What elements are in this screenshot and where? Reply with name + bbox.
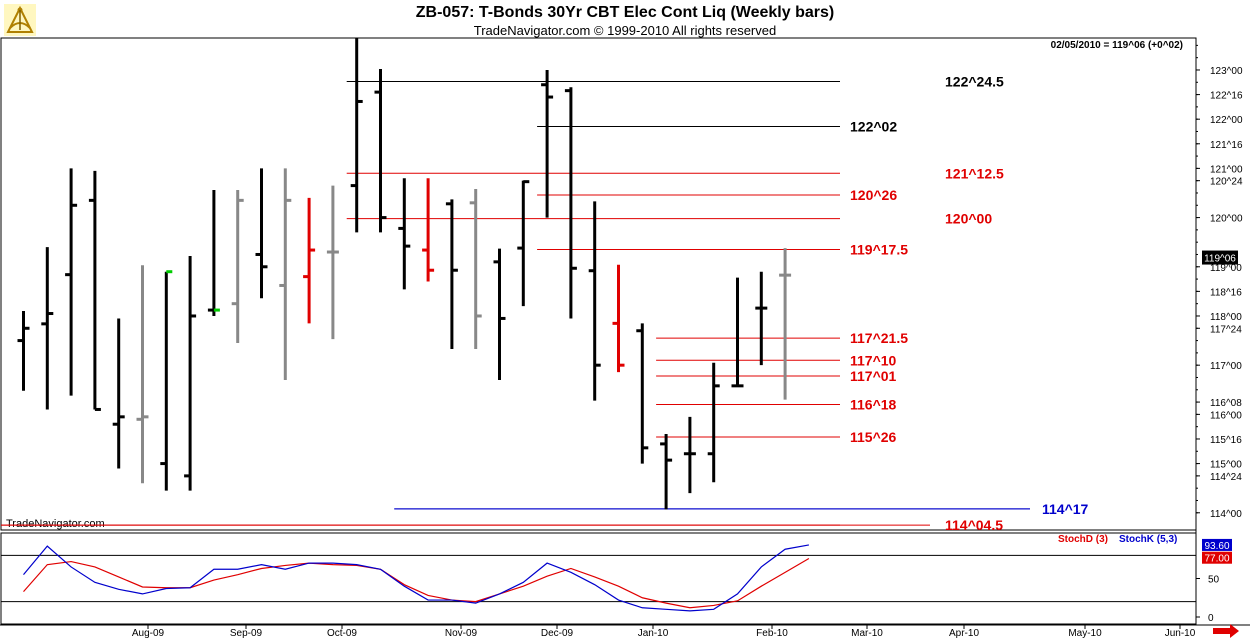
ohlc-bar <box>731 277 744 388</box>
time-tick-label: Aug-09 <box>132 628 165 639</box>
level-label: 121^12.5 <box>945 165 1004 181</box>
chart-header: ZB-057: T-Bonds 30Yr CBT Elec Cont Liq (… <box>0 0 1250 40</box>
copyright-subtitle: TradeNavigator.com © 1999-2010 All right… <box>473 23 777 38</box>
ohlc-bar <box>564 87 577 319</box>
time-tick-label: Sep-09 <box>230 628 263 639</box>
level-label: 122^24.5 <box>945 74 1004 90</box>
price-tick-label: 116^08 <box>1210 398 1242 409</box>
stochastic-tick-label: 0 <box>1208 613 1214 624</box>
ohlc-bar <box>422 178 435 282</box>
ohlc-bar <box>231 190 244 344</box>
ohlc-bar <box>303 197 316 324</box>
ohlc-bar <box>683 416 696 494</box>
price-tick-label: 122^16 <box>1210 91 1243 102</box>
time-tick-label: Feb-10 <box>756 628 788 639</box>
level-label: 119^17.5 <box>850 242 908 258</box>
level-label: 117^21.5 <box>850 330 908 346</box>
price-tick-label: 123^00 <box>1210 66 1243 77</box>
level-label: 114^04.5 <box>945 517 1003 533</box>
price-tick-label: 114^00 <box>1210 509 1242 520</box>
level-label: 114^17 <box>1042 501 1089 517</box>
ohlc-bar <box>184 255 197 491</box>
current-price-tag <box>1202 250 1238 265</box>
stochK-legend: StochK (5,3) <box>1119 534 1177 545</box>
price-panel-frame <box>0 37 1197 531</box>
time-tick-label: Apr-10 <box>949 628 979 639</box>
sextant-icon <box>4 4 36 36</box>
price-tick-label: 120^24 <box>1210 177 1243 188</box>
ohlc-bar <box>469 189 482 349</box>
ohlc-bar <box>279 168 292 380</box>
ohlc-bar <box>398 178 411 290</box>
ohlc-bar <box>41 247 54 410</box>
time-tick-label: Mar-10 <box>851 628 883 639</box>
ohlc-bar <box>17 311 30 391</box>
level-label: 117^01 <box>850 368 897 384</box>
level-label: 120^00 <box>945 211 992 227</box>
ohlc-bar <box>707 362 720 483</box>
ohlc-bar <box>350 38 363 233</box>
current-price-label: 119^06 <box>1204 254 1236 265</box>
ohlc-bar <box>493 248 506 380</box>
watermark-text: TradeNavigator.com <box>6 518 105 530</box>
ohlc-bar <box>65 168 78 396</box>
price-tick-label: 115^00 <box>1210 460 1242 471</box>
level-label: 120^26 <box>850 187 897 203</box>
ohlc-bar <box>660 434 673 510</box>
level-label: 115^26 <box>850 429 897 445</box>
time-tick-label: Nov-09 <box>445 628 478 639</box>
ohlc-bar <box>588 201 601 401</box>
stochK-value: 93.60 <box>1204 541 1229 552</box>
ohlc-bar <box>207 190 220 316</box>
stochastic-tick-label: 50 <box>1208 575 1220 586</box>
price-tick-label: 118^16 <box>1210 287 1242 298</box>
time-tick-label: May-10 <box>1068 628 1102 639</box>
ohlc-bar <box>255 168 268 299</box>
price-tick-label: 121^16 <box>1210 140 1243 151</box>
ohlc-bar <box>636 323 649 464</box>
ohlc-bar <box>612 264 625 373</box>
price-status: 02/05/2010 = 119^06 (+0^02) <box>1051 40 1183 51</box>
ohlc-bar <box>445 199 458 349</box>
time-tick-label: Dec-09 <box>541 628 574 639</box>
time-tick-label: Jan-10 <box>638 628 669 639</box>
stochastic-series-line <box>23 557 810 609</box>
ohlc-bar <box>136 265 149 484</box>
level-label: 117^10 <box>850 352 897 368</box>
ohlc-bar <box>112 318 125 469</box>
price-tick-label: 118^00 <box>1210 312 1242 323</box>
ohlc-bar <box>160 270 173 491</box>
level-label: 122^02 <box>850 119 897 135</box>
ohlc-bar <box>326 185 339 340</box>
stochastic-series-line <box>23 544 810 612</box>
price-tick-label: 121^00 <box>1210 164 1243 175</box>
price-tick-label: 117^00 <box>1210 361 1242 372</box>
chart-title: ZB-057: T-Bonds 30Yr CBT Elec Cont Liq (… <box>415 4 835 21</box>
ohlc-bar <box>88 170 101 411</box>
price-tick-label: 119^00 <box>1210 263 1242 274</box>
price-tick-label: 120^00 <box>1210 214 1243 225</box>
price-tick-label: 114^24 <box>1210 472 1242 483</box>
time-tick-label: Oct-09 <box>327 628 357 639</box>
stochD-value-tag <box>1202 551 1232 564</box>
stochK-value-tag <box>1202 538 1232 551</box>
ohlc-bar <box>541 69 554 218</box>
ohlc-bar <box>517 180 530 307</box>
stochD-value: 77.00 <box>1204 554 1229 565</box>
stochD-legend: StochD (3) <box>1058 534 1108 545</box>
level-label: 116^18 <box>850 397 897 413</box>
ohlc-bar <box>755 271 768 366</box>
price-tick-label: 115^16 <box>1210 435 1242 446</box>
price-tick-label: 122^00 <box>1210 115 1243 126</box>
ohlc-bar <box>779 248 792 400</box>
price-tick-label: 117^24 <box>1210 324 1242 335</box>
scroll-right-arrow-icon[interactable] <box>1212 624 1240 638</box>
time-tick-label: Jun-10 <box>1165 628 1196 639</box>
ohlc-bar <box>374 68 387 233</box>
price-tick-label: 116^00 <box>1210 410 1242 421</box>
